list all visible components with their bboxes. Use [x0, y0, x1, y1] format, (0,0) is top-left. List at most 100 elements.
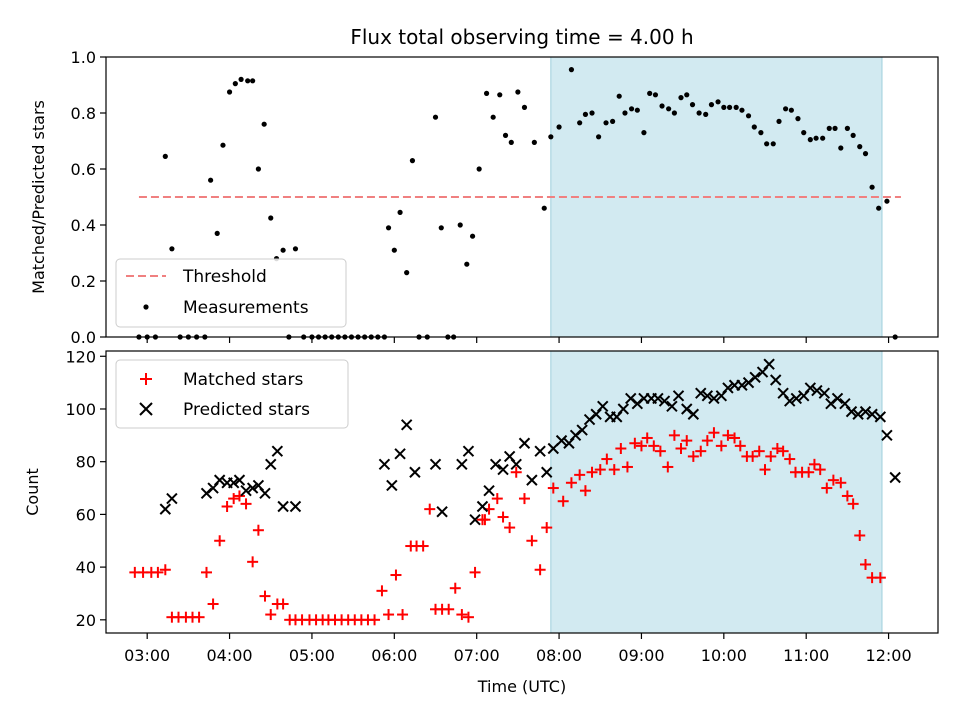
data-point	[708, 427, 720, 439]
data-point	[753, 445, 765, 457]
data-point	[534, 564, 546, 576]
data-point	[831, 392, 844, 405]
data-point	[827, 474, 839, 486]
y-tick-label: 0.2	[71, 272, 96, 291]
bottom-y-axis-label: Count	[23, 468, 42, 516]
data-point	[221, 500, 233, 512]
data-point	[788, 107, 794, 113]
data-point	[214, 535, 226, 547]
x-tick-label: 12:00	[866, 646, 912, 665]
data-point	[784, 395, 796, 407]
data-point	[502, 132, 509, 138]
data-point	[207, 598, 219, 610]
data-point	[265, 609, 277, 621]
data-point	[745, 113, 752, 119]
data-point	[238, 76, 244, 82]
data-point	[841, 490, 853, 502]
data-point	[233, 490, 245, 502]
data-point	[617, 403, 630, 415]
series-measurements	[136, 67, 898, 340]
data-point	[462, 611, 474, 623]
data-point	[589, 110, 595, 116]
data-point	[666, 400, 678, 413]
data-point	[726, 104, 733, 110]
data-point	[687, 450, 699, 462]
data-point	[409, 158, 416, 164]
data-point	[233, 474, 246, 486]
data-point	[597, 400, 609, 413]
data-point	[820, 135, 826, 141]
data-point	[874, 411, 887, 423]
data-point	[721, 104, 727, 110]
data-point	[747, 450, 759, 462]
data-point	[862, 151, 869, 157]
data-point	[394, 448, 406, 460]
data-point	[749, 371, 761, 384]
legend-predicted-swatch	[139, 402, 153, 416]
data-point	[240, 484, 252, 497]
data-point	[240, 498, 252, 510]
data-point	[671, 110, 677, 116]
data-point	[568, 67, 575, 73]
data-point	[790, 392, 803, 405]
data-point	[889, 471, 901, 484]
data-point	[556, 124, 562, 130]
data-point	[261, 121, 267, 127]
data-point	[687, 408, 700, 420]
data-point	[159, 503, 172, 515]
data-point	[469, 233, 476, 239]
data-point	[801, 130, 807, 136]
data-point	[521, 104, 528, 110]
data-point	[510, 466, 522, 478]
data-point	[579, 485, 591, 497]
data-point	[443, 603, 455, 615]
data-point	[634, 107, 640, 113]
data-point	[832, 125, 838, 131]
data-point	[884, 198, 890, 204]
data-point	[770, 374, 782, 386]
data-point	[557, 495, 569, 507]
data-point	[736, 379, 748, 391]
data-point	[603, 120, 609, 126]
data-point	[703, 111, 709, 117]
y-tick-label: 120	[65, 347, 96, 366]
data-point	[541, 522, 553, 534]
y-tick-label: 60	[76, 505, 96, 524]
data-point	[764, 141, 770, 147]
data-point	[378, 458, 391, 471]
data-point	[404, 270, 410, 276]
data-point	[652, 392, 664, 405]
data-point	[795, 116, 801, 122]
legend-matched-label: Matched stars	[183, 370, 303, 390]
data-point	[497, 92, 503, 98]
data-point	[226, 89, 233, 95]
x-tick-label: 07:00	[454, 646, 500, 665]
data-point	[596, 134, 602, 140]
data-point	[722, 429, 734, 441]
data-point	[469, 513, 481, 526]
data-point	[526, 474, 538, 486]
bottom-legend: Matched stars Predicted stars	[115, 359, 349, 429]
data-point	[659, 103, 665, 109]
bottom-observing-window	[550, 350, 883, 634]
y-tick-label: 0.4	[71, 216, 96, 235]
data-point	[866, 408, 878, 420]
data-point	[515, 89, 521, 95]
data-point	[483, 90, 490, 96]
data-point	[497, 463, 509, 476]
series-matched-stars	[129, 427, 886, 626]
data-point	[547, 482, 559, 494]
data-point	[701, 435, 713, 447]
data-point	[838, 145, 844, 151]
data-point	[784, 453, 796, 465]
data-point	[247, 556, 259, 568]
data-point	[641, 130, 647, 136]
data-point	[228, 493, 240, 505]
data-point	[759, 464, 771, 476]
y-tick-label: 20	[76, 611, 96, 630]
data-point	[814, 464, 826, 476]
data-point	[847, 498, 859, 510]
data-point	[695, 387, 707, 399]
data-point	[397, 209, 403, 215]
